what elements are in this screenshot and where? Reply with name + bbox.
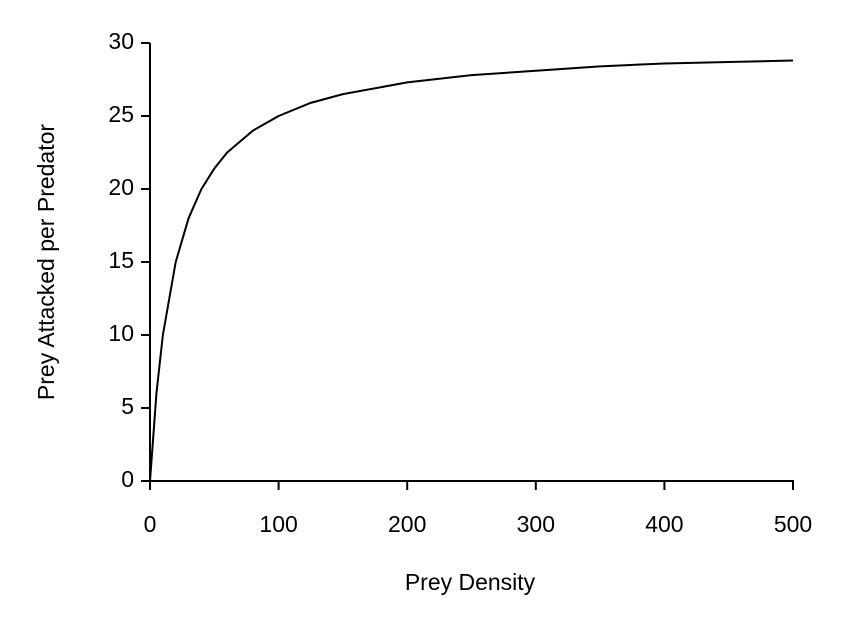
y-tick-label: 25: [108, 101, 134, 127]
x-tick-label: 400: [645, 511, 683, 537]
curve: [149, 59, 794, 482]
x-tick-label: 100: [259, 511, 297, 537]
y-tick-label: 15: [108, 247, 134, 273]
x-tick-label: 500: [774, 511, 812, 537]
y-tick-label: 5: [121, 393, 134, 419]
x-tick-label: 0: [144, 511, 157, 537]
x-tick-label: 200: [388, 511, 426, 537]
y-tick-label: 10: [108, 320, 134, 346]
x-tick-label: 300: [517, 511, 555, 537]
y-tick-label: 0: [121, 466, 134, 492]
y-axis-label: Prey Attacked per Predator: [33, 124, 59, 400]
x-axis-label: Prey Density: [405, 569, 536, 595]
y-tick-label: 30: [108, 28, 134, 54]
y-tick-label: 20: [108, 174, 134, 200]
